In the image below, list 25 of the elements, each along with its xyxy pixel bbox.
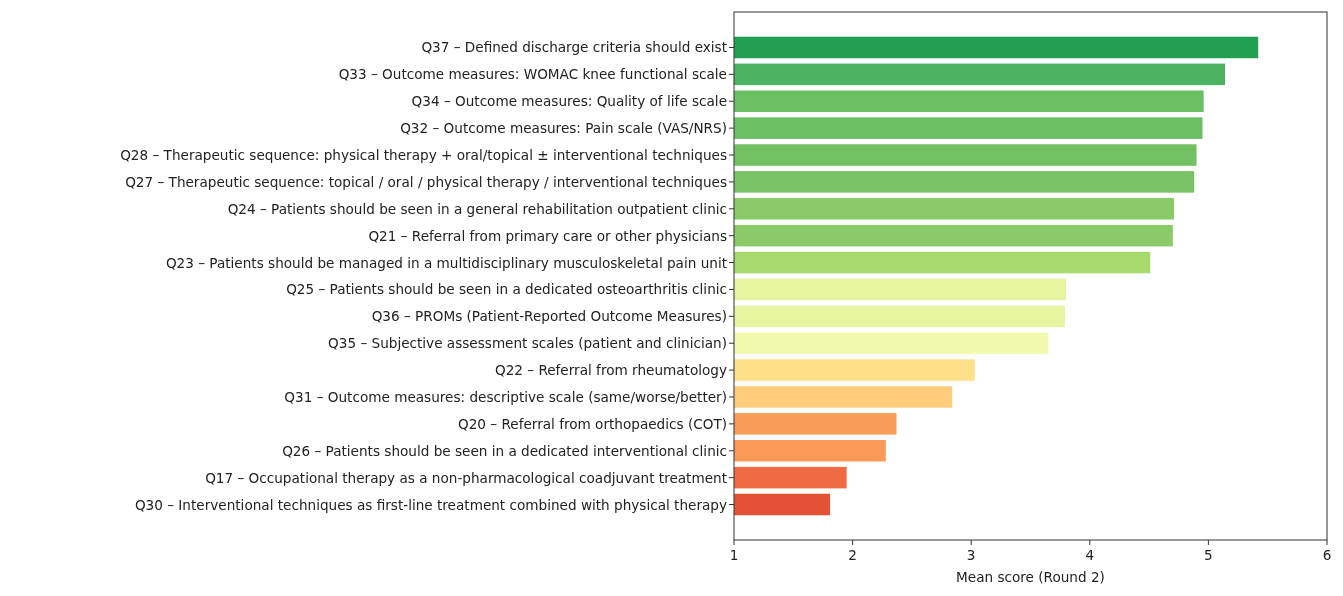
y-tick-label: Q35 – Subjective assessment scales (patient and clinician) (328, 335, 727, 352)
y-tick-label: Q22 – Referral from rheumatology (494, 362, 727, 379)
y-tick-label: Q25 – Patients should be seen in a dedicated osteoarthritis clinic (286, 281, 727, 298)
y-tick-label: Q34 – Outcome measures: Quality of life scale (411, 93, 727, 110)
y-tick-label: Q36 – PROMs (Patient-Reported Outcome Measures) (371, 308, 727, 325)
y-tick-label: Q28 – Therapeutic sequence: physical therapy + oral/topical ± interventional techniques (120, 147, 727, 164)
x-tick-label: 1 (729, 547, 739, 563)
x-tick-label: 5 (1204, 547, 1213, 563)
x-axis-title: Mean score (Round 2) (956, 569, 1105, 585)
y-tick-label: Q33 – Outcome measures: WOMAC knee functional scale (338, 66, 727, 83)
x-tick-label: 3 (966, 547, 976, 563)
y-tick-label: Q26 – Patients should be seen in a dedicated interventional clinic (282, 442, 727, 459)
x-tick-label: 2 (848, 547, 857, 563)
y-tick-label: Q20 – Referral from orthopaedics (COT) (458, 415, 727, 432)
x-tick-label: 4 (1085, 547, 1095, 563)
y-tick-label: Q21 – Referral from primary care or other physicians (368, 227, 727, 244)
y-tick-label: Q37 – Defined discharge criteria should exist (421, 39, 727, 56)
y-tick-label: Q27 – Therapeutic sequence: topical / oral / physical therapy / interventional techniques (125, 173, 727, 190)
y-tick-label: Q24 – Patients should be seen in a general rehabilitation outpatient clinic (227, 200, 727, 217)
x-tick-label: 6 (1322, 547, 1332, 563)
y-tick-label: Q17 – Occupational therapy as a non-pharmacological coadjuvant treatment (205, 469, 727, 486)
y-tick-label: Q31 – Outcome measures: descriptive scale (same/worse/better) (284, 388, 727, 405)
y-tick-label: Q32 – Outcome measures: Pain scale (VAS/NRS) (400, 120, 727, 137)
y-tick-label: Q23 – Patients should be managed in a multidisciplinary musculoskeletal pain unit (165, 254, 727, 271)
y-tick-label: Q30 – Interventional techniques as first-line treatment combined with physical therapy (134, 496, 727, 513)
